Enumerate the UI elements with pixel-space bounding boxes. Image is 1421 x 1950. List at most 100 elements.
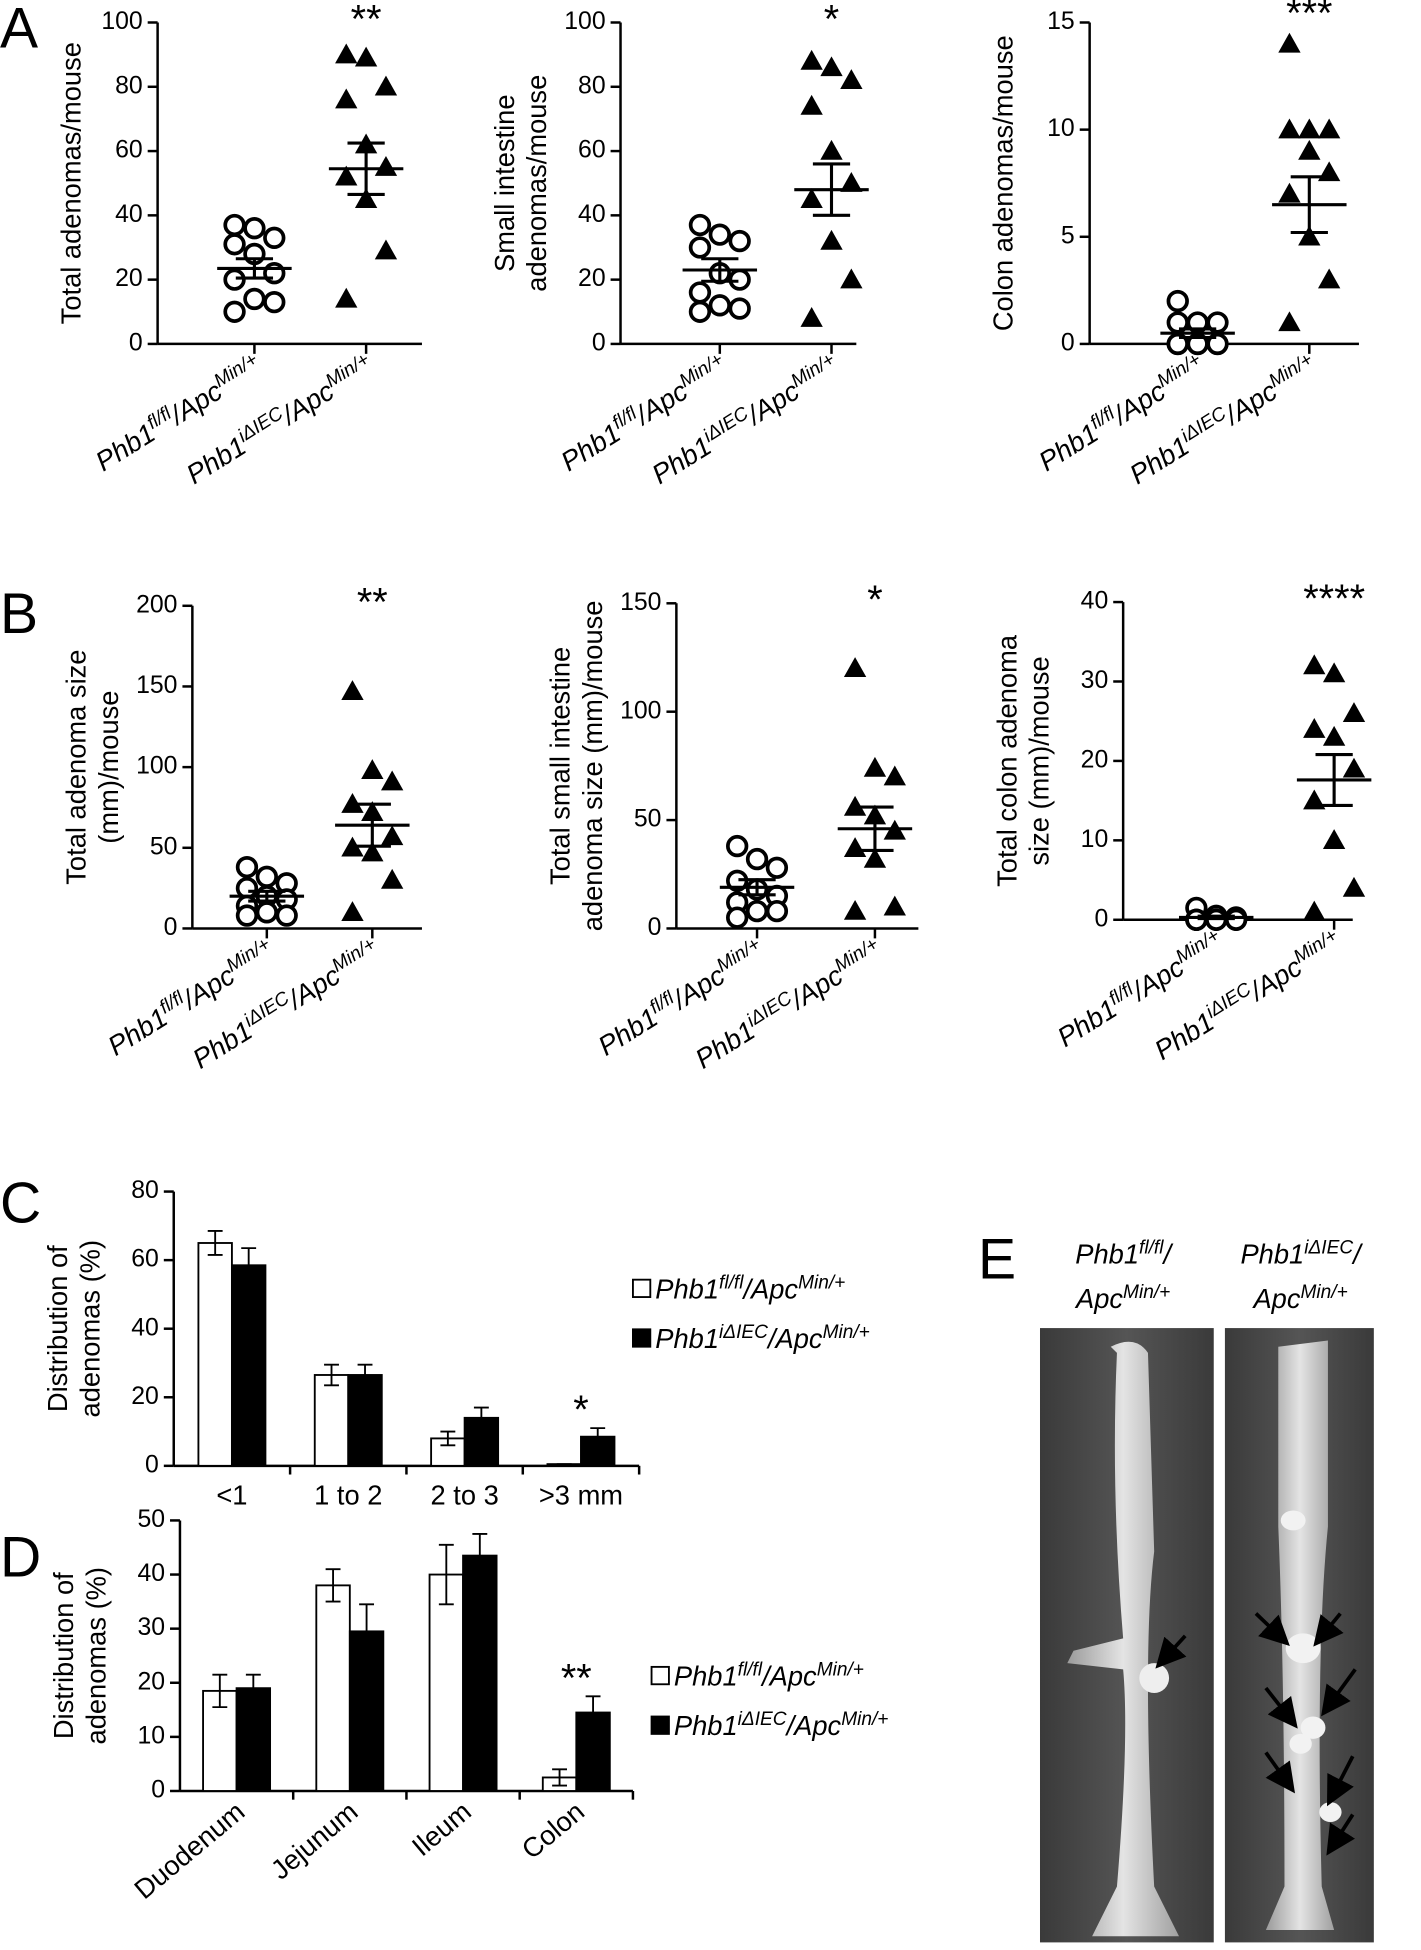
y-tick-label: 5 [1061,222,1075,249]
x-tick-label: <1 [216,1479,247,1510]
photo-label: Phb1iΔIEC/ [1240,1237,1363,1270]
error-bar [324,1363,339,1387]
bar [428,1573,464,1792]
data-point [381,825,404,846]
error-bar [241,1247,257,1284]
data-point [374,155,398,176]
y-axis-label: Distribution of [42,1245,73,1412]
bar [230,1264,267,1467]
panel-letter: B [0,582,38,646]
y-tick-label: 80 [131,1177,159,1204]
superscript: Min/+ [831,933,882,976]
data-point [341,680,364,700]
y-axis-label: Distribution of [48,1572,79,1739]
bar [315,1584,351,1792]
superscript: Min/+ [322,349,373,392]
data-point [1278,118,1301,139]
data-point [840,69,863,90]
data-point [1317,268,1341,289]
superscript: fl/fl [738,1659,763,1680]
sem-bar [235,257,274,280]
error-bar [245,1673,261,1703]
legend-label: Phb1iΔIEC/ApcMin/+ [655,1321,870,1354]
data-point [335,287,358,308]
y-axis-label: Total small intestine [545,647,576,885]
data-point [1298,225,1321,246]
y-tick-label: 40 [115,201,143,228]
superscript: Min/+ [713,933,764,976]
error-bar [212,1673,228,1709]
photo-label: ApcMin/+ [1251,1282,1347,1314]
text-part: / [1351,1239,1363,1270]
superscript: iΔIEC [738,1709,787,1730]
data-point [820,56,843,77]
bar [348,1630,385,1792]
y-tick-label: 30 [1081,667,1109,694]
legend-swatch [632,1278,652,1298]
legend-label: Phb1iΔIEC/ApcMin/+ [674,1709,889,1742]
data-point [708,223,731,246]
data-point [800,94,823,115]
data-point [263,262,286,285]
data-point [843,795,867,816]
data-point [335,165,358,186]
y-tick-label: 20 [115,265,143,292]
y-tick-label: 0 [151,1777,165,1804]
y-tick-label: 40 [1081,588,1109,615]
data-point [1342,757,1366,778]
data-point [335,88,358,109]
superscript: Min/+ [798,1272,845,1293]
data-point [223,213,246,237]
legend-swatch [650,1665,670,1686]
data-point [341,793,364,813]
y-tick-label: 20 [137,1668,165,1695]
sem-bar [701,257,739,283]
bar [347,1374,383,1467]
data-point [235,904,259,927]
data-point [1298,139,1321,160]
sem-bar [738,878,776,897]
data-point [883,765,906,786]
data-point [1278,32,1301,53]
text-part: /Apc [741,1273,798,1304]
data-point [335,43,358,64]
data-point [800,49,823,70]
arrows [1155,1612,1357,1856]
superscript: Min/+ [817,1659,864,1680]
data-point [688,213,712,237]
panel-letter: D [0,1525,41,1589]
sem-bar [347,141,385,197]
data-point [263,290,286,314]
superscript: Min/+ [1290,925,1341,968]
data-point [263,226,286,250]
text-part: Phb1 [655,1323,719,1354]
text-part: Phb1 [1240,1239,1304,1270]
significance: * [824,0,839,41]
significance: *** [1286,0,1332,36]
y-axis-label: Total adenoma size [61,650,92,885]
bar [313,1374,350,1467]
y-axis-label: size (mm)/mouse [1024,656,1055,865]
data-point [275,904,298,927]
superscript: Min/+ [1172,925,1223,968]
x-tick-label: Ileum [406,1795,477,1862]
data-point [688,300,712,323]
significance: ** [357,581,388,625]
error-bar [473,1406,489,1430]
significance: ** [351,0,382,41]
sem-bar [812,162,851,217]
superscript: Min/+ [210,349,261,392]
x-tick-label: Duodenum [128,1795,250,1905]
y-tick-label: 60 [578,137,606,164]
y-axis-label: adenoma size (mm)/mouse [577,601,608,932]
y-tick-label: 10 [1047,115,1075,142]
group-label: Phb1iΔIEC/ApcMin/+ [645,349,844,490]
data-point [1342,876,1366,897]
bar [197,1242,233,1467]
superscript: iΔIEC [1304,1237,1353,1258]
text-part: /Apc [760,1661,817,1692]
error-bar [590,1427,606,1447]
y-tick-label: 0 [1094,905,1108,932]
significance: * [867,578,882,622]
data-point [745,899,769,923]
